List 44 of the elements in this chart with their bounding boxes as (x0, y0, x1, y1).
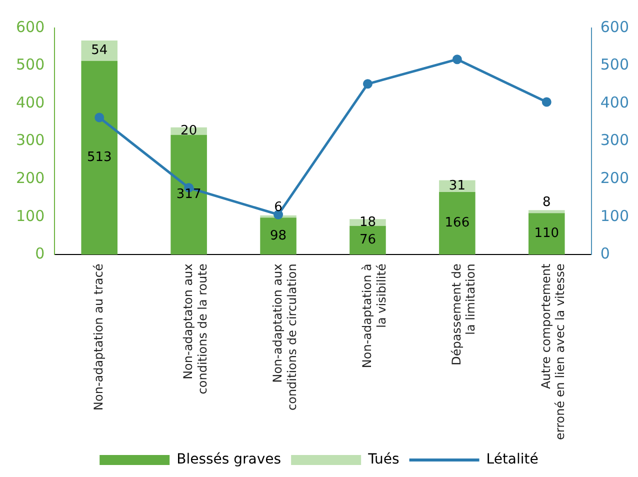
point (542, 97, 552, 107)
x-tick-label: Non-adaptaton aux conditions de la route (180, 264, 210, 394)
bar (439, 192, 476, 255)
x-tick-label: Dépassement de la limitation (449, 264, 478, 366)
bar (170, 134, 207, 255)
legend-label: Blessés graves (176, 452, 282, 468)
data-label: 18 (359, 214, 376, 230)
y-tick-label: 100 (16, 206, 45, 225)
y2-tick-label: 400 (600, 93, 630, 112)
y-tick-label: 300 (16, 131, 45, 150)
y-tick-label: 200 (16, 168, 45, 187)
y-tick-label: 500 (16, 56, 45, 74)
bar (260, 218, 296, 255)
y2-tick-label: 0 (600, 244, 610, 263)
data-label: 110 (534, 226, 560, 242)
y2-tick-label: 500 (600, 56, 630, 74)
data-label: 98 (270, 228, 287, 244)
legend-label: Tués (367, 452, 400, 468)
data-label: 54 (91, 43, 108, 58)
bar (528, 210, 565, 214)
data-label: 513 (86, 150, 112, 166)
y2-tick-label: 300 (600, 131, 630, 150)
bar (528, 213, 565, 255)
y-tick-label: 0 (35, 244, 45, 263)
point (94, 112, 104, 122)
y2-tick-label: 100 (600, 206, 630, 225)
y2-tick-label: 200 (600, 168, 630, 187)
point (452, 54, 462, 64)
point (362, 79, 372, 89)
y2-tick-label: 600 (600, 18, 630, 36)
data-label: 76 (359, 232, 376, 248)
bar (81, 60, 118, 255)
x-tick-label: Non-adaptation à la visibilité (360, 264, 388, 368)
y-tick-label: 400 (16, 93, 45, 112)
data-label: 20 (180, 124, 198, 138)
bar (81, 40, 118, 61)
data-label: 8 (542, 194, 551, 210)
data-label: 166 (444, 216, 470, 231)
legend-label: Létalité (486, 452, 538, 468)
y-tick-label: 600 (16, 18, 45, 36)
data-label: 31 (448, 178, 466, 194)
x-tick-label: Non-adaptation au tracé (91, 264, 106, 410)
bar (350, 226, 386, 255)
data-label: 317 (176, 187, 202, 202)
